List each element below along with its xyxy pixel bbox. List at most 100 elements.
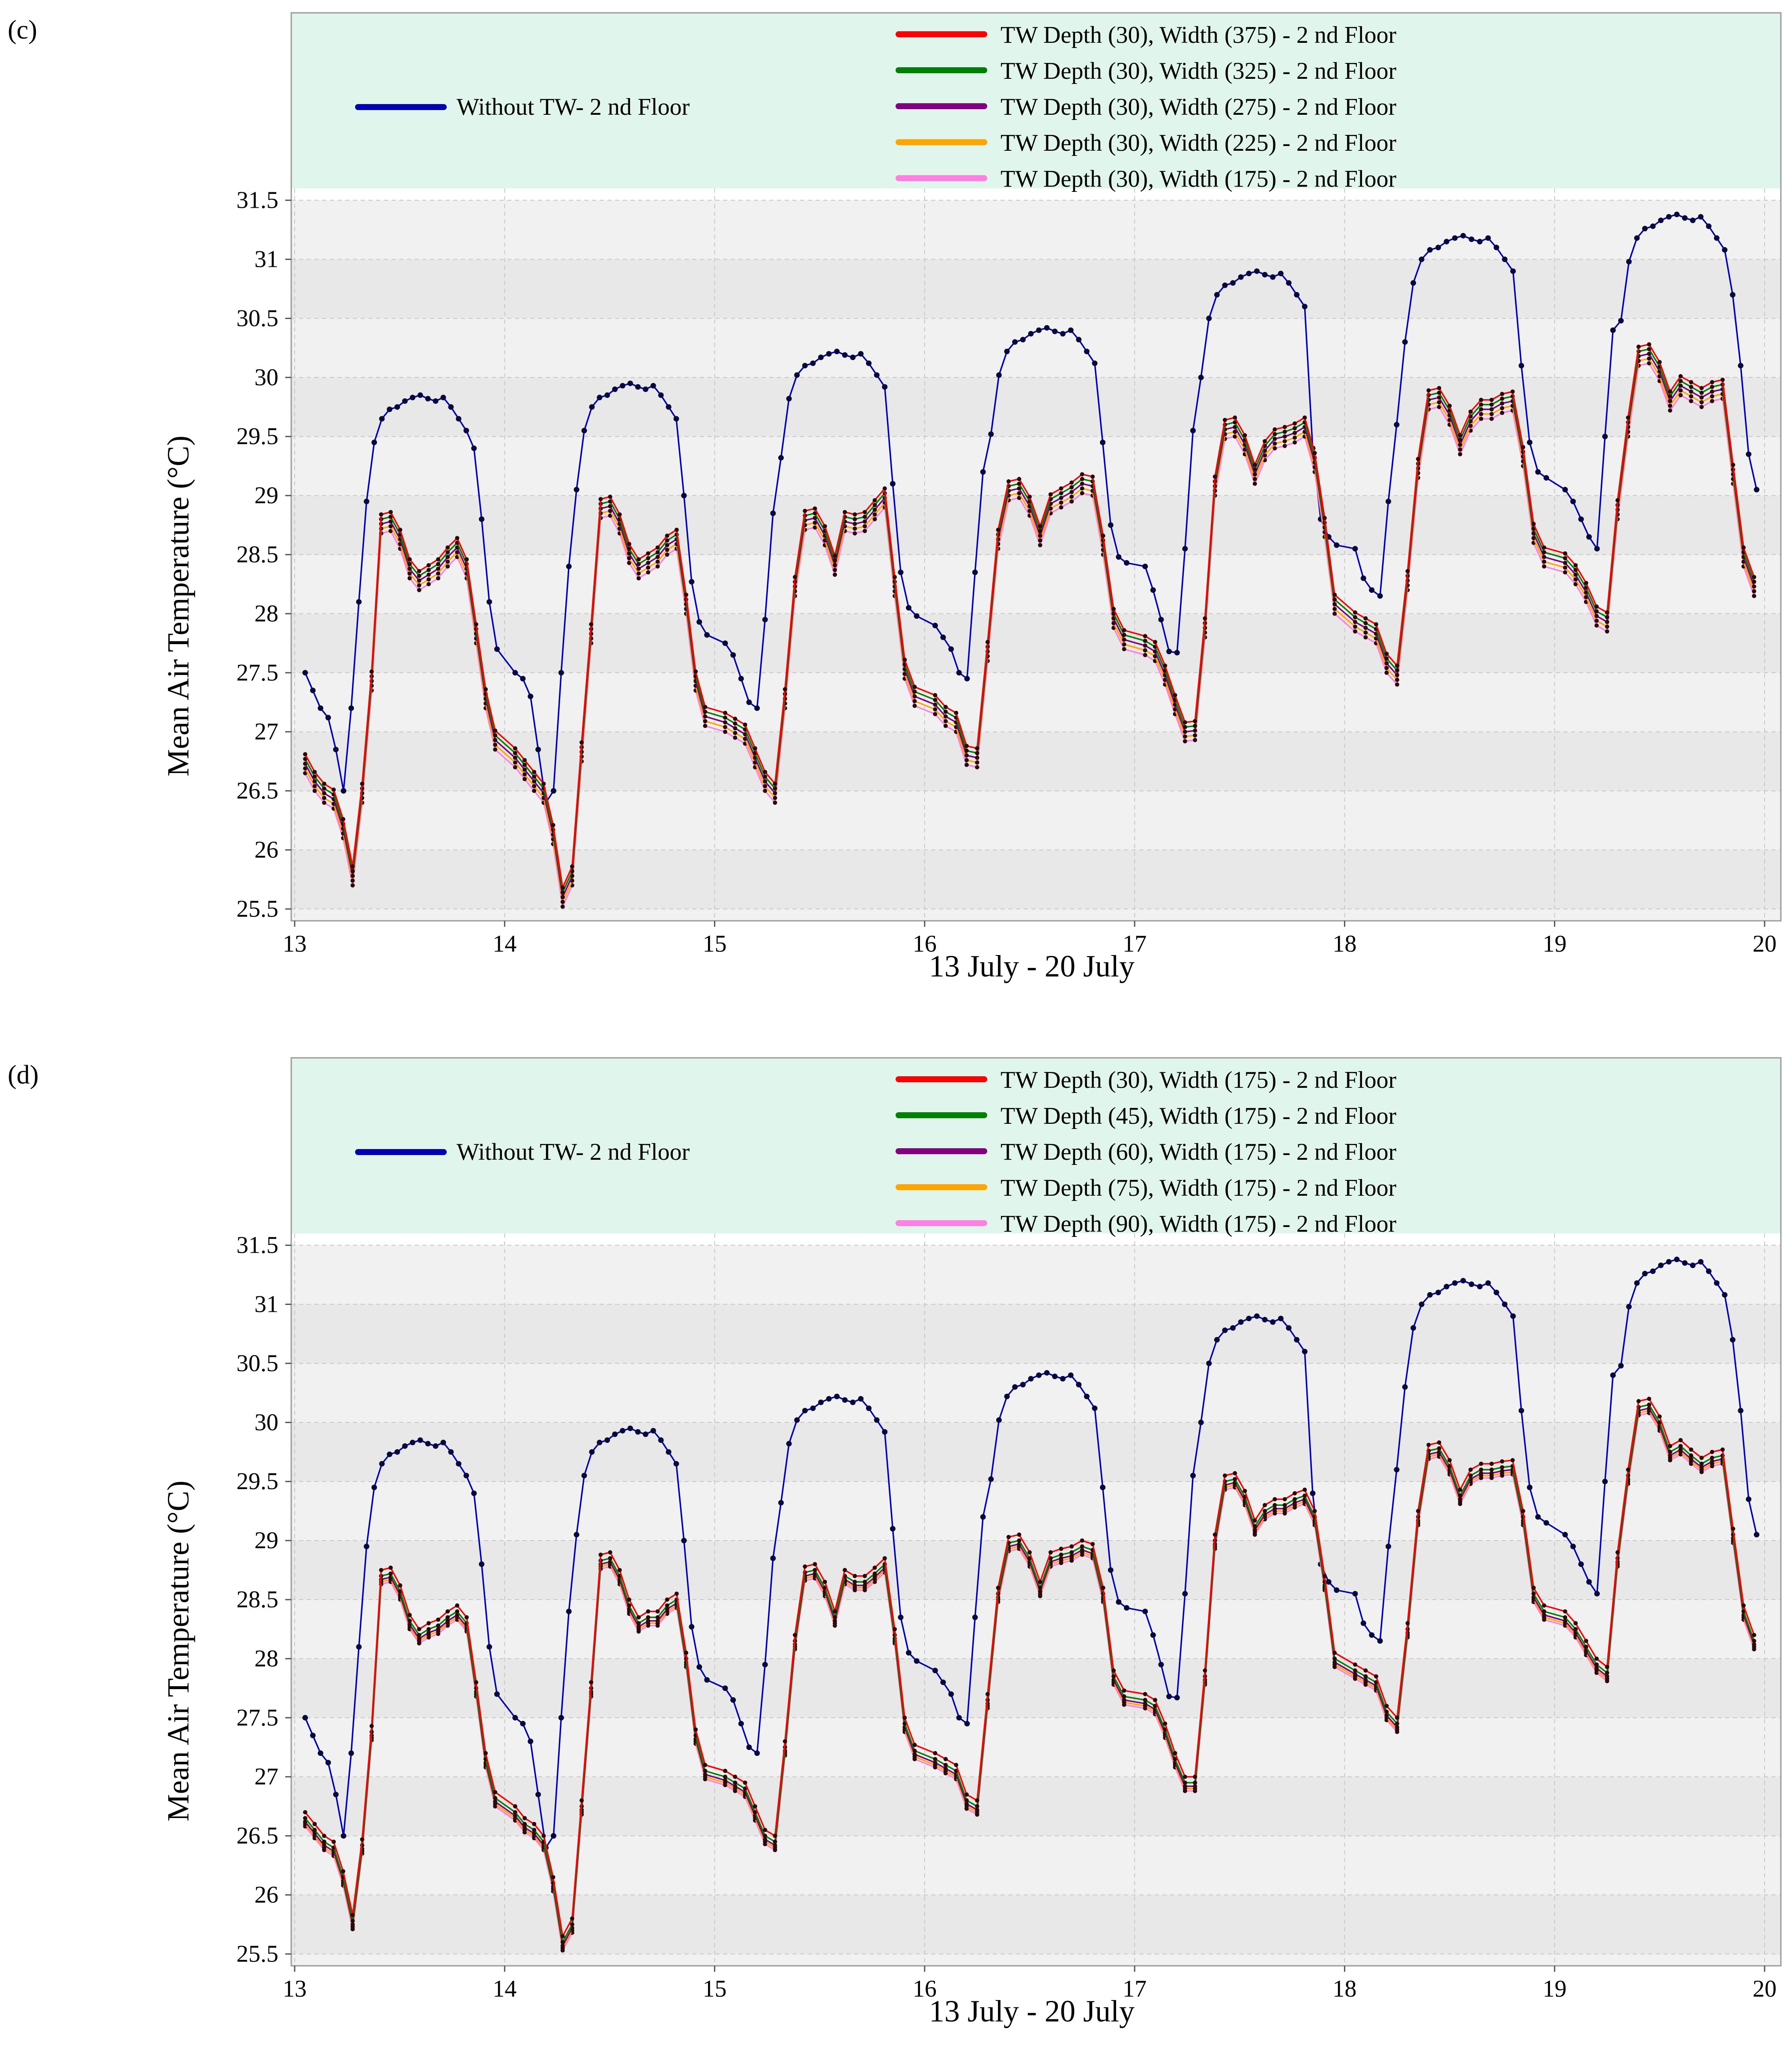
data-point (1282, 1497, 1287, 1502)
data-point (1069, 499, 1074, 504)
data-point (1158, 1662, 1164, 1668)
data-point (387, 1451, 393, 1457)
data-point (972, 1614, 978, 1620)
data-point (1246, 1316, 1252, 1322)
data-point (1302, 415, 1307, 420)
data-point (1352, 546, 1358, 552)
data-point (1605, 624, 1610, 629)
data-point (1500, 1469, 1505, 1473)
data-point (1562, 487, 1568, 493)
data-point (1710, 394, 1714, 399)
data-point (1206, 315, 1212, 321)
data-point (980, 469, 986, 475)
data-point (812, 506, 817, 511)
data-point (463, 427, 469, 433)
data-point (494, 1691, 500, 1697)
data-point (733, 1780, 738, 1785)
legend-background (291, 1058, 1781, 1233)
data-point (943, 723, 948, 728)
data-point (1252, 481, 1257, 486)
data-point (1044, 325, 1050, 331)
data-point (1573, 577, 1578, 582)
data-point (898, 569, 904, 575)
data-point (1353, 624, 1357, 629)
data-point (303, 761, 308, 766)
data-point (1173, 1751, 1177, 1756)
data-point (1038, 538, 1042, 543)
x-tick-label: 14 (493, 1976, 517, 2002)
data-point (379, 416, 385, 422)
data-point (340, 788, 346, 794)
x-tick-label: 16 (913, 931, 937, 957)
data-point (1173, 1757, 1177, 1761)
data-point (646, 561, 651, 565)
data-point (802, 1408, 808, 1414)
data-point (417, 588, 421, 592)
data-point (1294, 1337, 1300, 1343)
legend: Without TW- 2 nd Floor TW Depth (30), Wid… (355, 22, 1397, 192)
data-point (872, 512, 877, 517)
data-point (522, 758, 527, 762)
data-point (1435, 245, 1441, 251)
data-point (980, 1514, 986, 1520)
data-point (1542, 1603, 1547, 1608)
legend-label: TW Depth (30), Width (275) - 2 nd Floor (1001, 94, 1397, 120)
data-point (636, 562, 641, 567)
data-point (1531, 1585, 1536, 1590)
data-point (520, 1721, 526, 1727)
data-point (1322, 516, 1327, 520)
data-point (985, 640, 990, 645)
plot-band (291, 1363, 1781, 1423)
data-point (733, 735, 738, 740)
data-point (1752, 1633, 1756, 1637)
data-point (1460, 233, 1466, 239)
data-point (369, 669, 374, 674)
data-point (312, 1822, 317, 1827)
data-point (1636, 344, 1641, 349)
data-point (1699, 1465, 1704, 1470)
data-point (1166, 648, 1172, 654)
data-point (1605, 615, 1610, 620)
data-point (1353, 1672, 1357, 1676)
data-point (1722, 1292, 1728, 1298)
data-point (1542, 550, 1547, 555)
data-point (975, 1798, 980, 1803)
y-tick-label: 31.5 (236, 187, 278, 214)
data-point (317, 705, 323, 711)
data-point (341, 817, 346, 821)
data-point (1183, 1780, 1187, 1785)
data-point (850, 1399, 856, 1405)
data-point (733, 721, 738, 726)
data-point (1678, 388, 1683, 393)
data-point (964, 1792, 969, 1797)
data-point (417, 583, 421, 588)
data-point (1183, 720, 1187, 725)
x-tick-label: 20 (1753, 1976, 1777, 2002)
data-point (1594, 1666, 1599, 1670)
data-point (312, 1827, 317, 1832)
data-point (1605, 620, 1610, 624)
data-point (1076, 337, 1082, 343)
data-point (1384, 656, 1389, 661)
data-point (464, 1615, 469, 1620)
y-tick-label: 28.5 (236, 1586, 278, 1613)
data-point (1615, 498, 1620, 503)
data-point (833, 563, 837, 567)
data-point (448, 1449, 454, 1455)
data-point (1458, 1493, 1463, 1498)
data-point (1698, 214, 1704, 220)
data-point (812, 1568, 817, 1573)
data-point (1038, 1585, 1042, 1590)
data-point (1310, 1490, 1316, 1496)
data-point (1080, 1544, 1084, 1549)
data-point (1573, 572, 1578, 577)
data-point (933, 702, 938, 707)
data-point (417, 1636, 421, 1641)
data-point (1542, 545, 1547, 550)
data-point (1060, 1376, 1066, 1382)
data-point (1153, 1704, 1157, 1708)
data-point (1183, 1784, 1187, 1788)
data-point (350, 874, 355, 878)
data-point (872, 1575, 877, 1579)
data-point (1678, 379, 1683, 383)
